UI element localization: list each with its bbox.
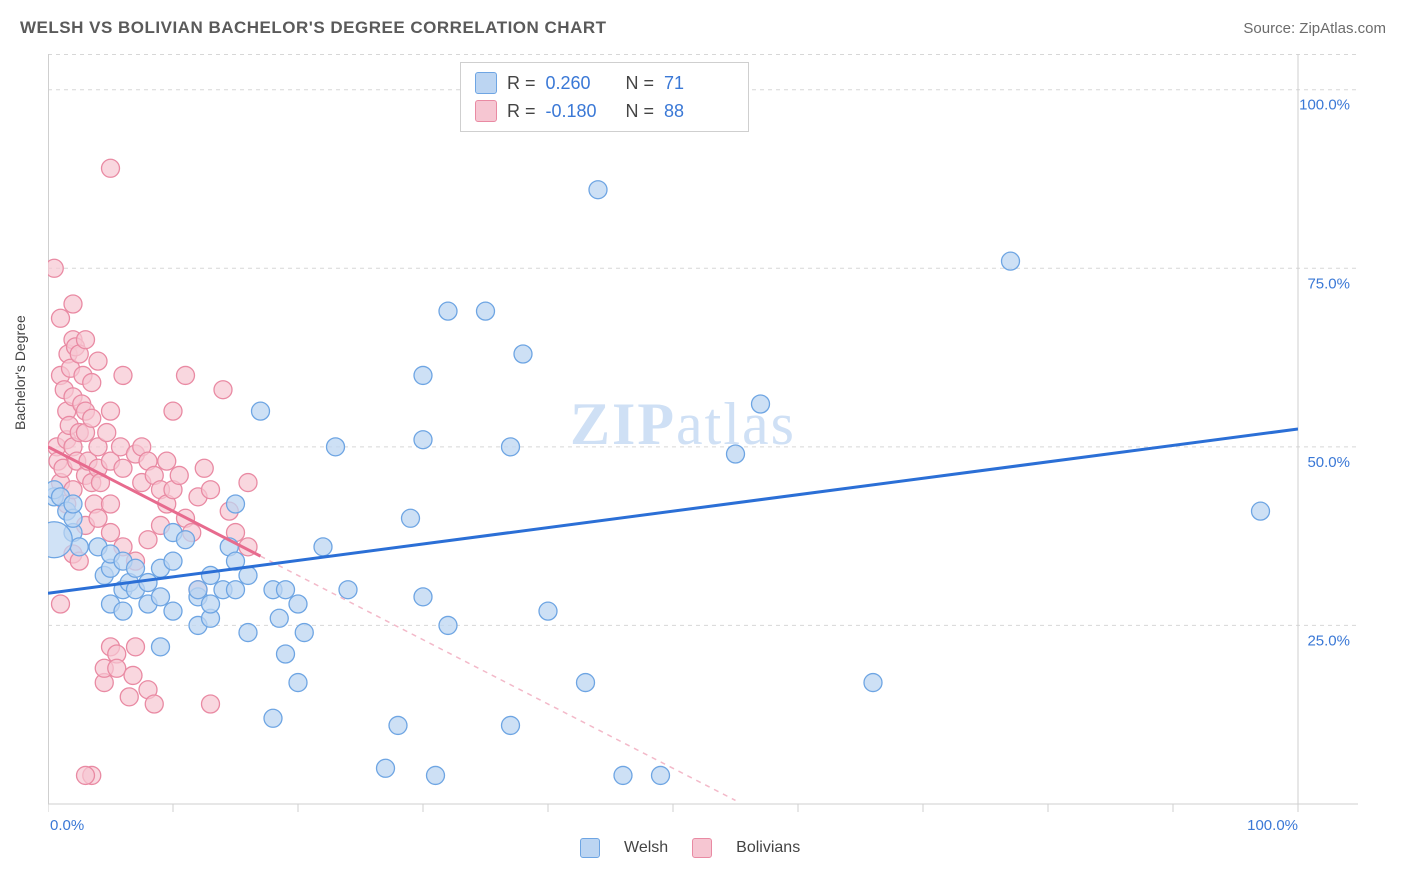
svg-text:25.0%: 25.0%: [1307, 632, 1350, 649]
svg-text:100.0%: 100.0%: [1247, 817, 1298, 834]
chart-title: WELSH VS BOLIVIAN BACHELOR'S DEGREE CORR…: [20, 18, 607, 38]
stat-r-label: R =: [507, 73, 536, 94]
stat-n-welsh: 71: [664, 73, 734, 94]
correlation-stats-box: R = 0.260 N = 71 R = -0.180 N = 88: [460, 62, 749, 132]
stat-n-label: N =: [626, 101, 655, 122]
y-axis-label: Bachelor's Degree: [12, 315, 28, 430]
source-attribution: Source: ZipAtlas.com: [1243, 20, 1386, 37]
stat-n-label: N =: [626, 73, 655, 94]
svg-text:50.0%: 50.0%: [1307, 454, 1350, 471]
stat-r-label: R =: [507, 101, 536, 122]
legend-swatch-bolivians: [692, 838, 712, 858]
stat-r-welsh: 0.260: [546, 73, 616, 94]
svg-text:0.0%: 0.0%: [50, 817, 84, 834]
source-label: Source:: [1243, 20, 1299, 37]
svg-text:100.0%: 100.0%: [1299, 97, 1350, 114]
swatch-welsh: [475, 72, 497, 94]
stat-n-bolivians: 88: [664, 101, 734, 122]
legend-label-bolivians[interactable]: Bolivians: [736, 839, 800, 857]
swatch-bolivians: [475, 100, 497, 122]
svg-text:75.0%: 75.0%: [1307, 275, 1350, 292]
plot-area: 25.0% 50.0% 75.0% 100.0% 0.0% 100.0%: [48, 54, 1358, 834]
stat-r-bolivians: -0.180: [546, 101, 616, 122]
legend-swatch-welsh: [580, 838, 600, 858]
source-link[interactable]: ZipAtlas.com: [1299, 20, 1386, 37]
legend-label-welsh[interactable]: Welsh: [624, 839, 668, 857]
scatter-chart: 25.0% 50.0% 75.0% 100.0% 0.0% 100.0%: [48, 54, 1358, 834]
stat-row-bolivians: R = -0.180 N = 88: [475, 97, 734, 125]
chart-header: WELSH VS BOLIVIAN BACHELOR'S DEGREE CORR…: [20, 18, 1386, 38]
stat-row-welsh: R = 0.260 N = 71: [475, 69, 734, 97]
legend: Welsh Bolivians: [580, 838, 800, 858]
